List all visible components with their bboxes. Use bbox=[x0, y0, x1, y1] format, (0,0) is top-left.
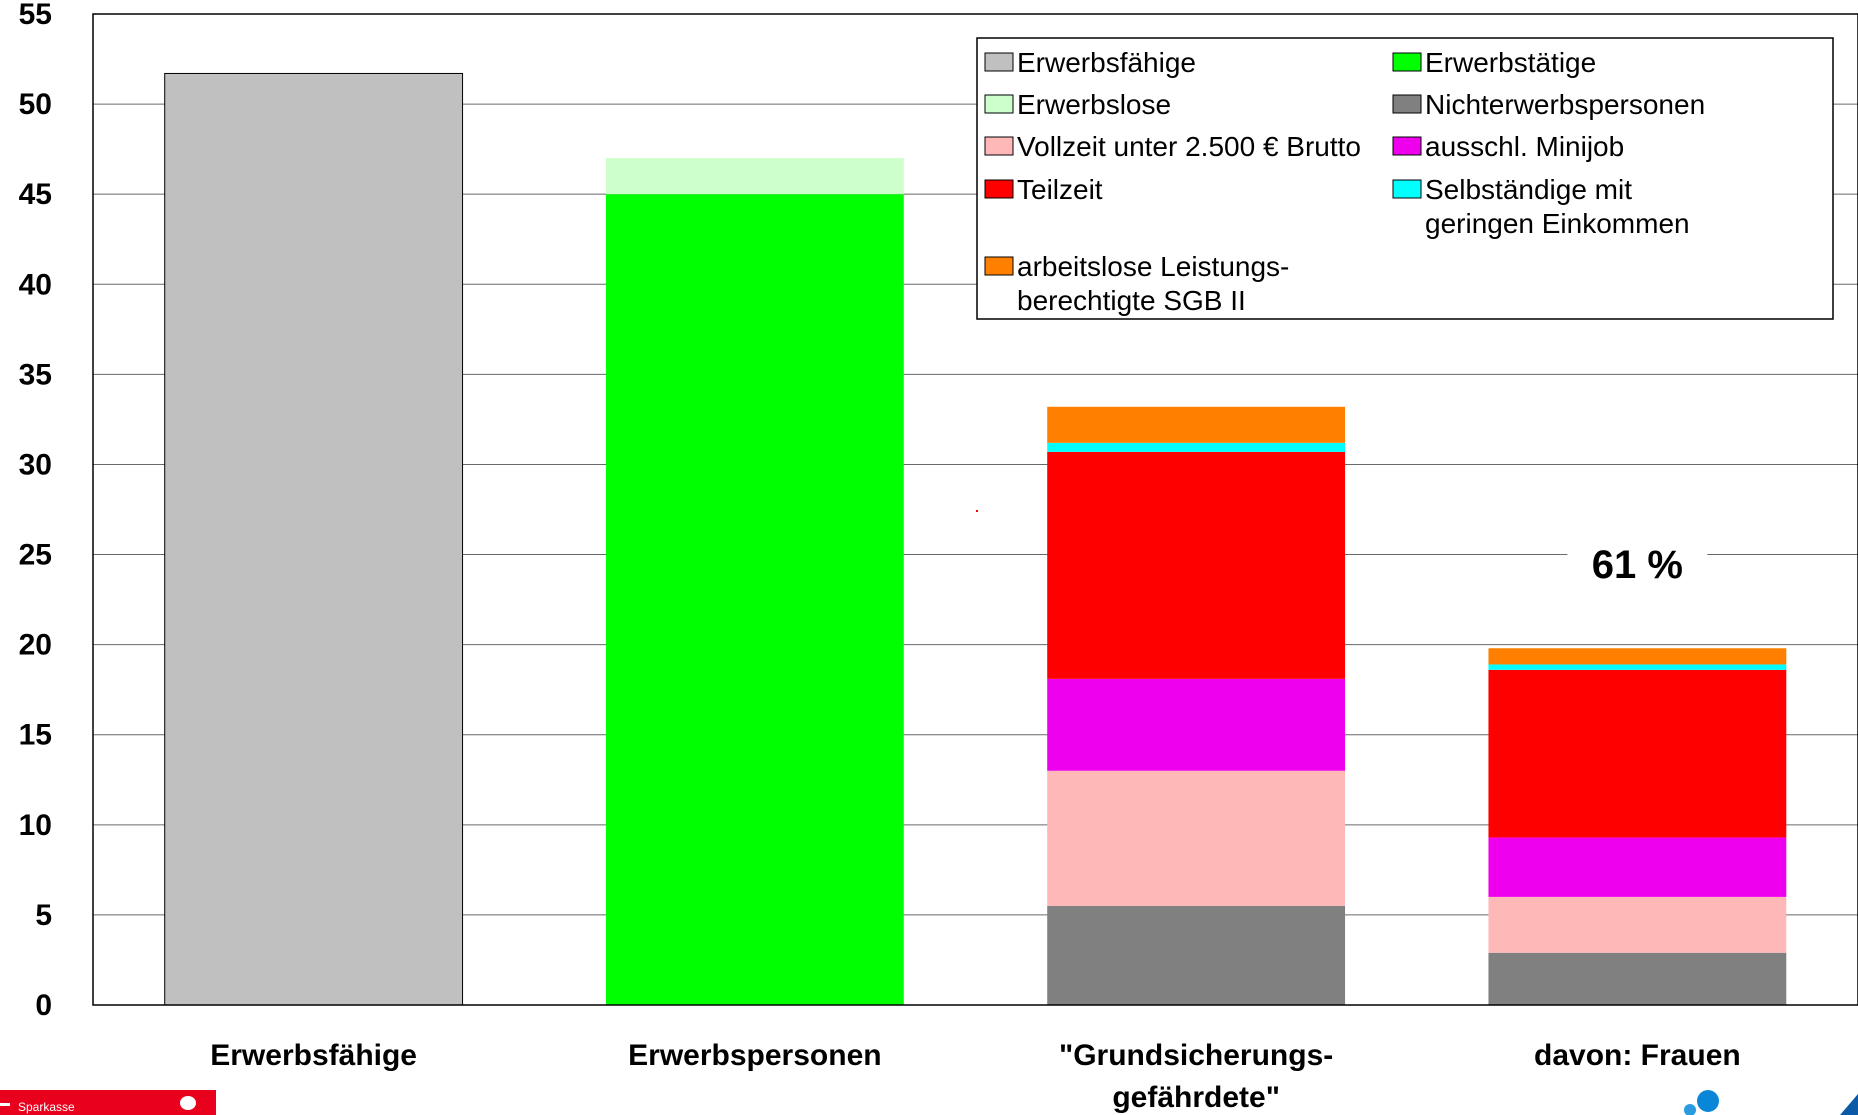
y-tick-label: 0 bbox=[35, 989, 52, 1022]
share-annotation: 61 % bbox=[1592, 543, 1683, 587]
bar-segment bbox=[1047, 678, 1346, 771]
y-tick-label: 10 bbox=[19, 809, 52, 842]
x-category-label: Erwerbspersonen bbox=[628, 1039, 881, 1072]
logo-dot-small-icon bbox=[1684, 1104, 1696, 1115]
bar-segment bbox=[1047, 442, 1346, 452]
y-tick-label: 50 bbox=[19, 88, 52, 121]
legend-label: Erwerbslose bbox=[1017, 89, 1171, 120]
y-tick-label: 55 bbox=[19, 0, 52, 31]
x-category-label: "Grundsicherungs- bbox=[1059, 1039, 1333, 1072]
legend-label: Selbständige mit bbox=[1425, 174, 1632, 205]
stray-mark bbox=[976, 510, 978, 512]
bar-segment bbox=[1047, 770, 1346, 906]
bar-segment bbox=[1488, 837, 1787, 897]
corner-logo bbox=[1684, 1090, 1858, 1115]
annotation-background bbox=[1567, 534, 1708, 595]
legend-swatch bbox=[1392, 136, 1422, 156]
legend-swatch bbox=[1392, 179, 1422, 199]
logo-dot-icon bbox=[180, 1096, 196, 1110]
bar-segment bbox=[1488, 669, 1787, 838]
bar-segment bbox=[1047, 451, 1346, 679]
legend-label: Erwerbsfähige bbox=[1017, 47, 1196, 78]
y-tick-label: 20 bbox=[19, 629, 52, 662]
legend-swatch bbox=[984, 94, 1014, 114]
logo-bar-icon bbox=[0, 1103, 10, 1106]
bar-segment bbox=[1047, 406, 1346, 443]
y-tick-label: 15 bbox=[19, 719, 52, 752]
bar-segment bbox=[164, 72, 464, 1006]
logo-text: Sparkasse bbox=[18, 1100, 75, 1114]
y-tick-label: 5 bbox=[35, 899, 52, 932]
logo-dot-large-icon bbox=[1697, 1090, 1719, 1112]
x-category-label: Erwerbsfähige bbox=[210, 1039, 417, 1072]
plot-frame bbox=[92, 13, 1858, 1006]
y-tick-label: 35 bbox=[19, 358, 52, 391]
legend-label: arbeitslose Leistungs- bbox=[1017, 251, 1289, 282]
legend: Erwerbsfähige Erwerbstätige Erwerbslose Nic… bbox=[976, 37, 1834, 320]
x-category-label: davon: Frauen bbox=[1534, 1039, 1741, 1072]
legend-label: Vollzeit unter 2.500 € Brutto bbox=[1017, 131, 1361, 162]
legend-swatch bbox=[984, 136, 1014, 156]
bar-segment bbox=[1488, 648, 1787, 665]
legend-label: ausschl. Minijob bbox=[1425, 131, 1624, 162]
legend-label: geringen Einkommen bbox=[1425, 208, 1690, 239]
sparkasse-logo: Sparkasse bbox=[0, 1090, 216, 1115]
bar-segment bbox=[1488, 664, 1787, 670]
bar-segment bbox=[1488, 896, 1787, 953]
legend-box bbox=[976, 37, 1834, 320]
bars bbox=[164, 72, 1787, 1006]
y-tick-label: 25 bbox=[19, 539, 52, 572]
bar-segment bbox=[1047, 905, 1346, 1005]
legend-swatch bbox=[984, 256, 1014, 276]
legend-label: Nichterwerbspersonen bbox=[1425, 89, 1705, 120]
legend-label: Teilzeit bbox=[1017, 174, 1103, 205]
legend-swatch bbox=[1392, 52, 1422, 72]
legend-swatch bbox=[1392, 94, 1422, 114]
y-tick-label: 30 bbox=[19, 448, 52, 481]
bar-segment bbox=[605, 158, 904, 195]
legend-swatch bbox=[984, 179, 1014, 199]
logo-triangle-icon bbox=[1840, 1094, 1858, 1115]
x-axis-category-labels: Erwerbsfähige Erwerbspersonen "Grundsicher… bbox=[210, 1039, 1740, 1114]
legend-label: Erwerbstätige bbox=[1425, 47, 1596, 78]
y-tick-label: 45 bbox=[19, 178, 52, 211]
legend-swatch bbox=[984, 52, 1014, 72]
bar-segment bbox=[605, 194, 904, 1005]
y-tick-label: 40 bbox=[19, 268, 52, 301]
y-axis-tick-labels: 0 5 10 15 20 25 30 35 40 45 50 55 bbox=[19, 0, 52, 1022]
bar-segment bbox=[1488, 952, 1787, 1005]
annotations: 61 % bbox=[976, 510, 1708, 595]
x-category-label: gefährdete" bbox=[1112, 1081, 1280, 1114]
legend-label: berechtigte SGB II bbox=[1017, 285, 1246, 316]
